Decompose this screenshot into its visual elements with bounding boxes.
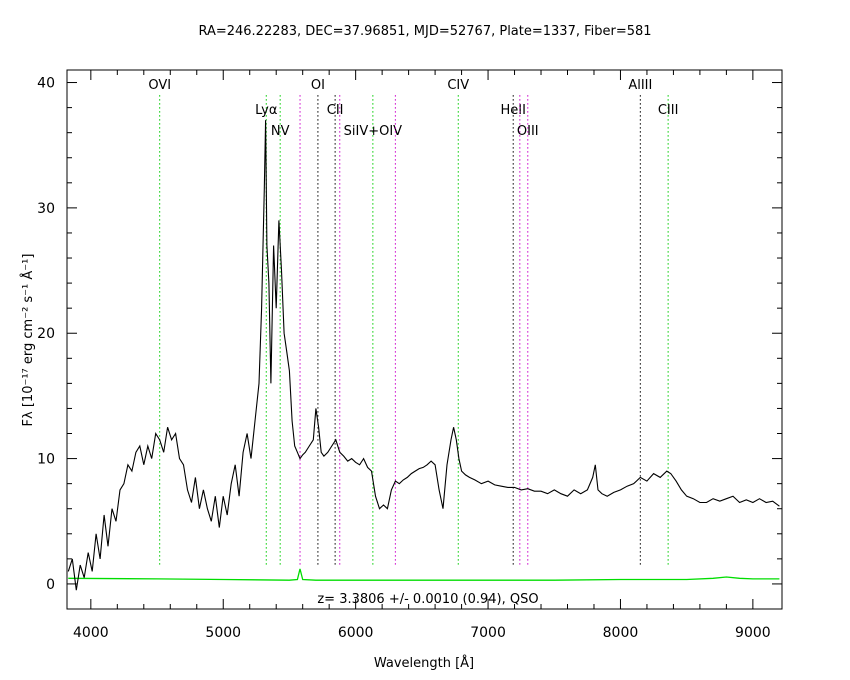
emission-line-label: CIII bbox=[658, 103, 679, 118]
chart-title: RA=246.22283, DEC=37.96851, MJD=52767, P… bbox=[198, 24, 651, 39]
y-axis-label: Fλ [10⁻¹⁷ erg cm⁻² s⁻¹ Å⁻¹] bbox=[20, 254, 36, 427]
x-tick-label: 9000 bbox=[735, 625, 771, 641]
y-tick-label: 20 bbox=[37, 326, 55, 342]
emission-line-label: SiIV+OIV bbox=[344, 124, 403, 139]
flux-series-line bbox=[67, 120, 780, 591]
emission-line-label: HeII bbox=[500, 103, 525, 118]
plot-frame bbox=[66, 69, 783, 610]
redshift-label: z= 3.3806 +/- 0.0010 (0.94), QSO bbox=[317, 592, 538, 607]
emission-line-label: OIII bbox=[517, 124, 539, 139]
emission-line-label: OI bbox=[311, 78, 325, 93]
x-tick-label: 5000 bbox=[205, 625, 241, 641]
x-axis-label: Wavelength [Å] bbox=[374, 655, 474, 671]
emission-line-label: OVI bbox=[148, 78, 171, 93]
y-tick-label: 10 bbox=[37, 452, 55, 468]
y-axis-ticks: 0 10 20 30 40 bbox=[37, 76, 782, 593]
x-tick-label: 6000 bbox=[338, 625, 374, 641]
emission-line-label: CII bbox=[327, 103, 344, 118]
y-tick-label: 0 bbox=[46, 577, 55, 593]
x-tick-label: 4000 bbox=[73, 625, 109, 641]
emission-line-label: AlIII bbox=[628, 78, 652, 93]
emission-line-label: Lyα bbox=[255, 103, 277, 118]
emission-line-label: NV bbox=[271, 124, 290, 139]
x-tick-label: 8000 bbox=[603, 625, 639, 641]
x-axis-ticks: 4000 5000 6000 7000 8000 9000 bbox=[73, 70, 771, 641]
x-tick-label: 7000 bbox=[470, 625, 506, 641]
emission-line-label: CIV bbox=[447, 78, 469, 93]
y-tick-label: 40 bbox=[37, 76, 55, 92]
y-tick-label: 30 bbox=[37, 201, 55, 217]
error-series-line bbox=[68, 568, 780, 581]
